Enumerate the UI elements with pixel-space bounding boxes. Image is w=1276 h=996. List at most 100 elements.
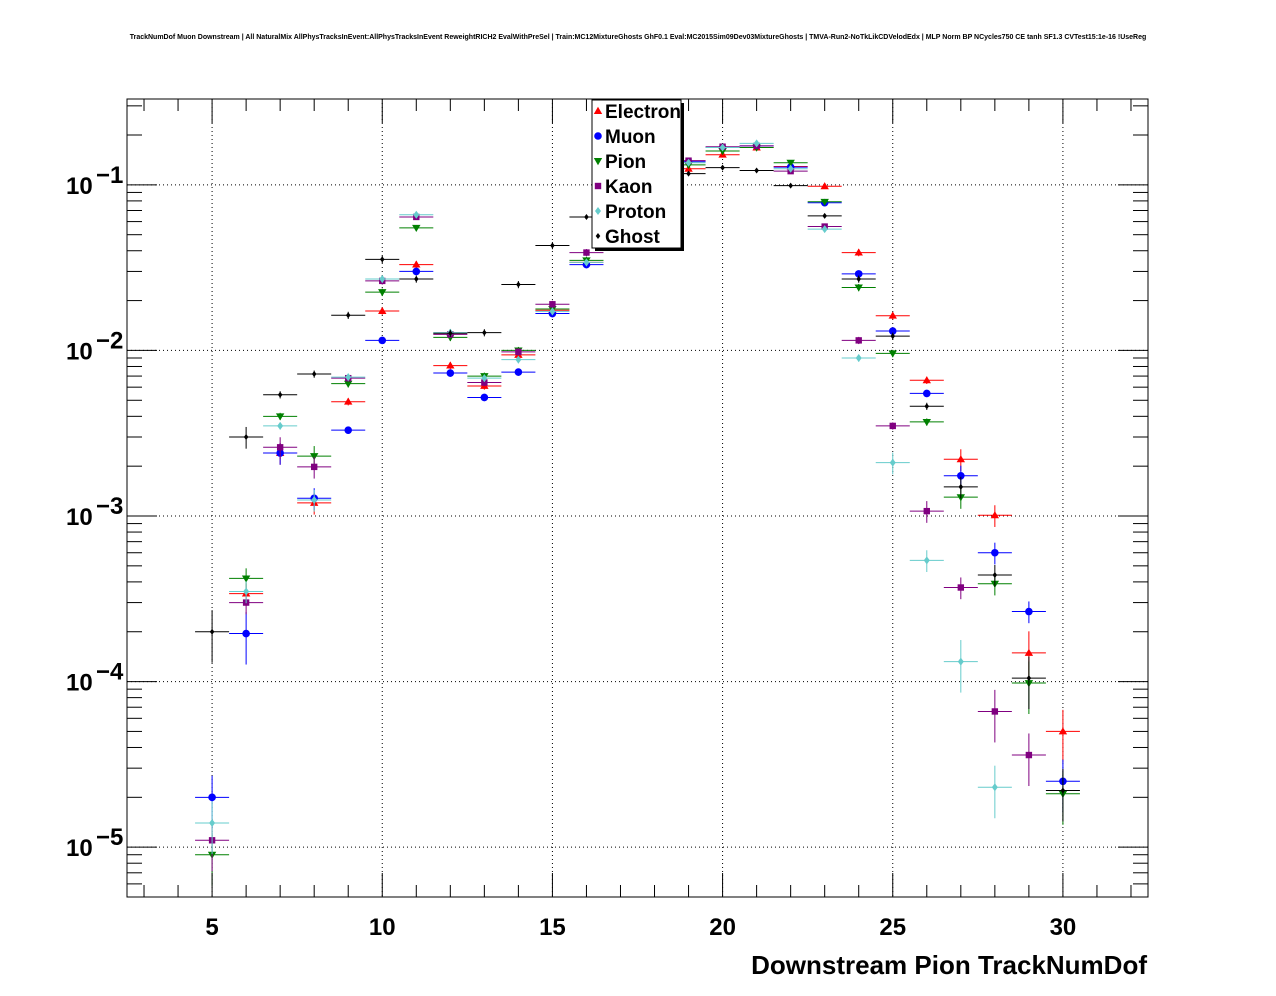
data-point (344, 397, 353, 405)
data-point (854, 270, 863, 278)
legend-marker-muon (594, 132, 602, 140)
data-point (786, 159, 795, 167)
data-point (888, 327, 897, 335)
data-point (277, 421, 284, 430)
data-point (277, 391, 283, 398)
data-point (448, 330, 453, 337)
data-point (820, 182, 829, 190)
data-point (275, 413, 285, 421)
data-point (685, 158, 692, 167)
x-tick-label: 30 (1050, 914, 1077, 941)
data-point (412, 224, 421, 233)
data-point (991, 548, 999, 557)
x-tick-label: 20 (709, 914, 736, 941)
y-tick-label: 10 (66, 670, 93, 697)
data-point (1060, 787, 1066, 794)
data-point (310, 463, 318, 471)
y-tick-exponent: −5 (96, 824, 123, 851)
data-point (787, 164, 794, 173)
data-point (209, 818, 216, 827)
data-point (309, 453, 319, 461)
data-point (856, 276, 862, 283)
x-tick-label: 15 (539, 914, 566, 941)
data-point (923, 507, 930, 515)
y-tick-exponent: −1 (96, 162, 123, 189)
data-point (991, 708, 999, 715)
data-point (855, 337, 862, 344)
series-kaon (195, 142, 1046, 872)
data-point (241, 575, 251, 583)
data-point (889, 458, 896, 467)
data-point (243, 434, 249, 441)
data-point (378, 306, 387, 314)
legend-marker-electron (593, 106, 603, 114)
data-point (890, 333, 896, 340)
data-point (209, 628, 215, 635)
data-point (480, 393, 489, 402)
data-point (754, 167, 759, 174)
data-point (208, 793, 216, 802)
data-point (888, 350, 897, 358)
data-point (1025, 751, 1033, 759)
data-point (515, 355, 522, 364)
data-point (311, 495, 318, 504)
legend-label-pion: Pion (605, 152, 646, 173)
data-point (378, 289, 387, 297)
data-point (923, 556, 930, 565)
data-point (379, 256, 385, 263)
data-point (820, 198, 829, 207)
data-point (482, 329, 487, 336)
data-point (855, 354, 862, 363)
data-point (957, 584, 965, 591)
data-point (991, 783, 998, 792)
data-point (854, 248, 863, 256)
data-point (378, 336, 387, 345)
data-point (345, 373, 352, 382)
y-tick-label: 10 (66, 173, 93, 200)
data-point (412, 260, 421, 268)
series-ghost (195, 164, 1080, 822)
data-point (720, 164, 725, 171)
data-point (888, 311, 897, 319)
data-point (515, 348, 522, 356)
data-point (446, 361, 455, 369)
y-tick-exponent: −4 (96, 659, 124, 686)
data-point (344, 380, 353, 388)
page-title: TrackNumDof Muon Downstream | All Natura… (129, 34, 1147, 41)
data-point (344, 426, 353, 434)
legend-marker-kaon (594, 182, 602, 190)
legend-label-electron: Electron (605, 102, 681, 123)
data-point (957, 657, 964, 666)
legend-marker-pion (593, 158, 603, 166)
data-point (550, 242, 555, 249)
y-tick-label: 10 (66, 835, 93, 862)
data-point (686, 170, 691, 177)
data-point (719, 143, 726, 152)
x-tick-label: 10 (369, 914, 396, 941)
y-tick-exponent: −3 (96, 493, 123, 520)
y-tick-label: 10 (66, 504, 93, 531)
data-point (446, 369, 455, 377)
data-point (922, 389, 931, 398)
data-point (822, 212, 827, 219)
data-point (1026, 675, 1032, 682)
x-tick-label: 25 (879, 914, 906, 941)
series-pion (195, 144, 1080, 886)
legend-box (591, 99, 682, 249)
data-point (718, 148, 727, 156)
legend-label-muon: Muon (605, 127, 656, 148)
data-point (481, 374, 488, 383)
data-point (243, 587, 250, 596)
data-point (992, 572, 998, 579)
data-point (583, 258, 590, 267)
data-point (788, 182, 793, 189)
data-point (922, 376, 931, 384)
data-point (1025, 607, 1033, 616)
data-point (514, 368, 523, 376)
data-point (412, 267, 421, 276)
data-point (379, 275, 386, 284)
data-point (957, 471, 965, 480)
data-point (413, 210, 420, 219)
